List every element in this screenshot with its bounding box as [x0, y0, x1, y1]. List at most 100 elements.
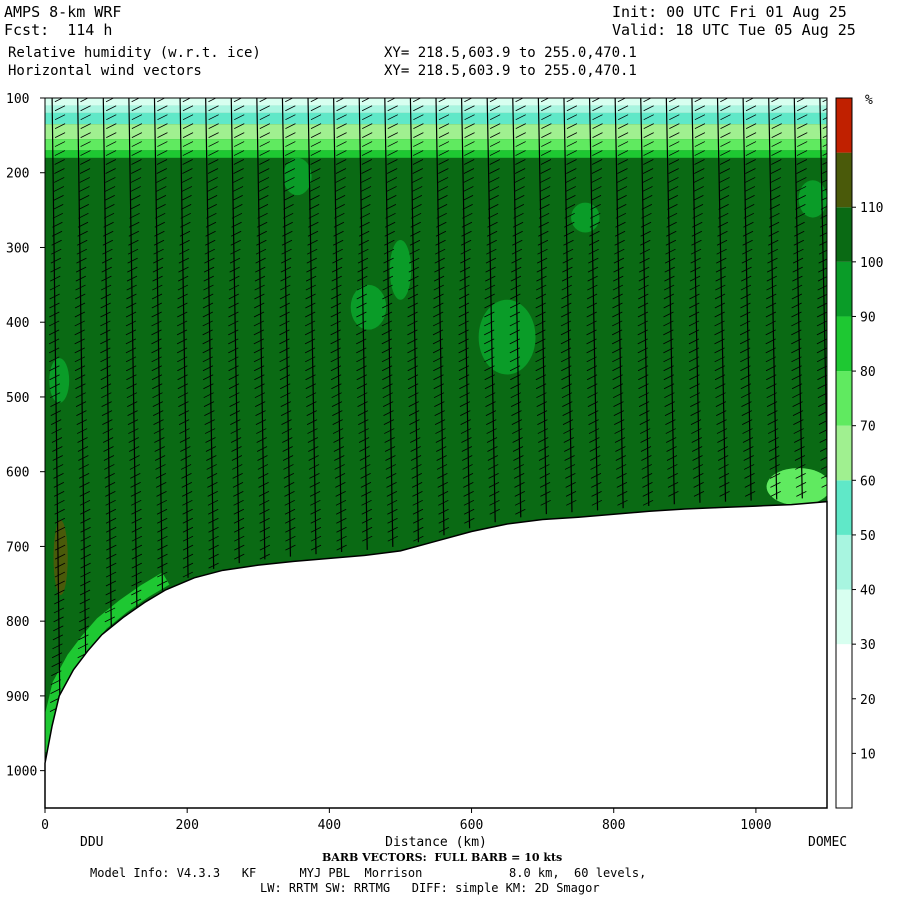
- x-end-label: DOMEC: [808, 835, 847, 850]
- rh-feature-4: [389, 240, 412, 300]
- colorbar-swatch: [836, 152, 852, 208]
- colorbar-tick-label: 60: [860, 474, 876, 489]
- x-tick-label: 1000: [740, 818, 771, 833]
- y-tick-label: 1000: [6, 765, 37, 780]
- rh-feature-2: [283, 157, 312, 196]
- barb-ticks: [330, 98, 347, 551]
- colorbar-swatch: [836, 207, 852, 262]
- field-name-rh: Relative humidity (w.r.t. ice): [8, 45, 261, 61]
- barb-column: [253, 98, 271, 560]
- barb-ticks: [509, 98, 526, 515]
- barb-column: [100, 98, 117, 628]
- colorbar-swatch: [836, 480, 852, 535]
- colorbar-tick-label: 20: [860, 693, 876, 708]
- x-axis-label: Distance (km): [385, 835, 487, 850]
- barb-ticks: [637, 98, 654, 506]
- y-tick-label: 900: [6, 690, 29, 705]
- y-tick-label: 300: [6, 241, 29, 256]
- colorbar-swatch: [836, 98, 852, 153]
- barb-column: [688, 98, 706, 503]
- barb-staff: [51, 98, 61, 720]
- barb-column: [74, 98, 91, 659]
- colorbar-swatch: [836, 753, 852, 808]
- rh-coastal-band: [45, 572, 170, 754]
- y-tick-label: 800: [6, 615, 29, 630]
- x-start-label: DDU: [80, 835, 103, 850]
- barb-staff: [588, 98, 599, 511]
- colorbar-tick-label: 30: [860, 638, 876, 653]
- barb-staff: [460, 98, 471, 529]
- barb-column: [458, 98, 475, 529]
- barb-staff: [256, 98, 266, 560]
- barb-staff: [537, 98, 547, 515]
- cross-section-coords-1: XY= 218.5,603.9 to 255.0,470.1: [384, 45, 637, 61]
- barb-column: [151, 98, 168, 591]
- cross-section-coords-2: XY= 218.5,603.9 to 255.0,470.1: [384, 63, 637, 79]
- y-tick-label: 700: [6, 540, 29, 555]
- barb-staff: [691, 98, 701, 503]
- field-name-wind: Horizontal wind vectors: [8, 63, 202, 79]
- wind-barbs: [48, 98, 827, 720]
- barb-column: [125, 98, 143, 608]
- barb-staff: [205, 98, 215, 569]
- barb-ticks: [279, 98, 296, 551]
- colorbar-tick-label: 90: [860, 310, 876, 325]
- barb-column: [279, 98, 296, 557]
- colorbar-tick-label: 100: [860, 256, 883, 271]
- barb-ticks: [484, 98, 501, 515]
- axes: 100 200 300 400 500 600 700 800 900 1000 0 200 400 60…: [6, 92, 772, 833]
- rh-feature-3: [350, 284, 387, 330]
- barb-ticks: [791, 98, 808, 497]
- barb-staff: [742, 98, 752, 501]
- barb-ticks: [381, 98, 398, 542]
- rh-dry-band-5: [45, 150, 827, 158]
- terrain-surface: [44, 500, 828, 809]
- barb-column: [560, 98, 578, 513]
- barb-column: [356, 98, 373, 550]
- colorbar-tick-label: 40: [860, 584, 876, 599]
- barb-staff: [230, 98, 240, 564]
- barb-staff: [409, 98, 420, 543]
- barb-staff: [512, 98, 522, 518]
- barb-column: [586, 98, 603, 511]
- colorbar-swatch: [836, 316, 852, 372]
- barb-ticks: [74, 98, 91, 659]
- barb-ticks: [586, 98, 603, 506]
- barb-ticks: [765, 98, 782, 497]
- barb-column: [176, 98, 194, 578]
- barb-ticks: [202, 98, 219, 569]
- rh-feature-8: [798, 180, 827, 218]
- x-tick-label: 0: [41, 818, 49, 833]
- barb-ticks: [125, 98, 143, 605]
- y-tick-label: 600: [6, 466, 29, 481]
- barb-column: [611, 98, 629, 509]
- colorbar-tick-label: 50: [860, 529, 876, 544]
- rh-dry-band-3: [45, 124, 827, 140]
- x-tick-label: 200: [175, 818, 198, 833]
- colorbar-swatch: [836, 425, 852, 481]
- colorbar-unit: %: [865, 93, 873, 108]
- barb-staff: [768, 98, 778, 500]
- y-tick-label: 400: [6, 316, 29, 331]
- rh-feature-1: [49, 358, 70, 403]
- barb-ticks: [458, 98, 475, 524]
- barb-column: [739, 98, 757, 501]
- barb-staff: [665, 98, 675, 505]
- x-tick-label: 800: [602, 818, 625, 833]
- barb-ticks: [739, 98, 757, 497]
- colorbar-swatch: [836, 644, 852, 699]
- barb-staff: [435, 98, 445, 536]
- colorbar-tick-label: 70: [860, 420, 876, 435]
- barb-staff: [358, 98, 368, 550]
- barb-note: BARB VECTORS: FULL BARB = 10 kts: [322, 851, 563, 864]
- barb-column: [202, 98, 219, 569]
- x-tick-label: 600: [460, 818, 483, 833]
- barb-staff: [128, 98, 138, 608]
- barb-staff: [333, 98, 343, 553]
- barb-column: [791, 98, 808, 499]
- barb-ticks: [48, 98, 66, 712]
- barb-column: [228, 98, 245, 564]
- barb-column: [432, 98, 450, 536]
- barb-ticks: [714, 98, 731, 497]
